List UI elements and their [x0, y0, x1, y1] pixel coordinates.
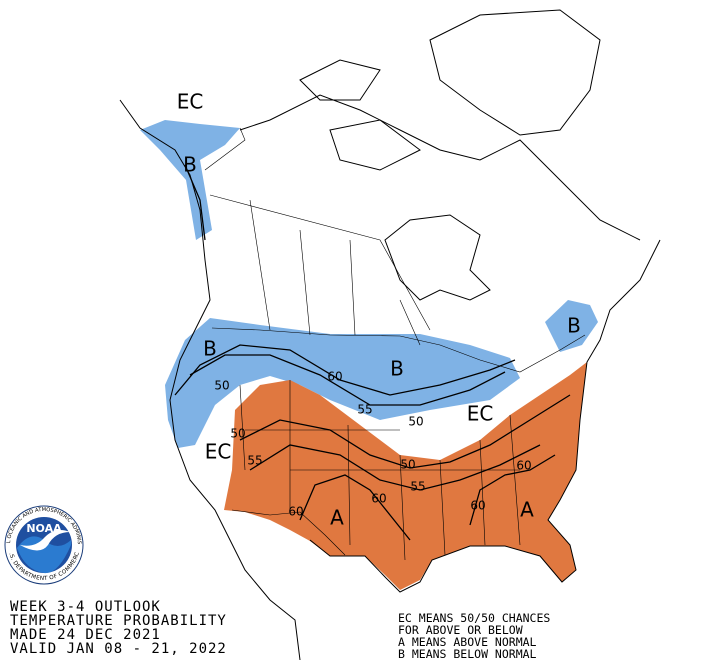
map-label: EC: [205, 440, 232, 464]
logo-bird: [20, 530, 70, 551]
legend-line: B MEANS BELOW NORMAL: [398, 647, 537, 661]
coastline-hudson: [384, 214, 491, 301]
legend-line: A MEANS ABOVE NORMAL: [398, 635, 537, 649]
map-label: EC: [177, 90, 204, 114]
contour-label: 60: [288, 505, 303, 519]
legend-line: FOR ABOVE OR BELOW: [398, 623, 523, 637]
logo-name: NOAA: [26, 522, 62, 535]
below-normal-alaska: [140, 120, 240, 240]
geography: [119, 9, 661, 661]
above-normal-south: [224, 362, 587, 590]
contour: [249, 444, 541, 491]
contour: [469, 454, 556, 526]
title-line: VALID JAN 08 - 21, 2022: [10, 641, 227, 657]
contour-label: 50: [230, 427, 245, 441]
map-label: EC: [467, 402, 494, 426]
contours: [174, 164, 571, 541]
map-label: B: [390, 357, 404, 381]
shaded-areas: [140, 120, 598, 590]
contour-label: 50: [214, 379, 229, 393]
below-normal-north: [165, 318, 520, 448]
coastline-south: [309, 239, 661, 593]
title-line: WEEK 3-4 OUTLOOK: [10, 599, 161, 615]
contour-label: 55: [410, 480, 425, 494]
contour-label: 60: [327, 370, 342, 384]
map-label: B: [203, 337, 217, 361]
contour-label: 55: [357, 403, 372, 417]
map-label: A: [330, 506, 344, 530]
title-block: WEEK 3-4 OUTLOOK TEMPERATURE PROBABILITY…: [10, 599, 227, 657]
contour: [239, 394, 571, 469]
legend-line: EC MEANS 50/50 CHANCES: [398, 611, 550, 625]
border-us-canada: [211, 327, 586, 373]
legend: EC MEANS 50/50 CHANCES FOR ABOVE OR BELO…: [398, 611, 550, 661]
coastline-islands: [299, 59, 421, 171]
contour: [299, 474, 411, 541]
contour-label: 60: [516, 459, 531, 473]
contour-label: 55: [247, 454, 262, 468]
coastline-greenland: [429, 9, 601, 136]
contour-label: 60: [371, 492, 386, 506]
coastline-arctic: [239, 94, 641, 241]
contour: [174, 344, 516, 396]
border-us-mexico: [231, 509, 346, 556]
map-label: B: [183, 153, 197, 177]
contour-label: 60: [470, 499, 485, 513]
map-label: B: [567, 314, 581, 338]
contour: [184, 164, 206, 241]
borders-provinces: [209, 194, 431, 346]
map-label: A: [520, 498, 534, 522]
contour-label: 50: [400, 458, 415, 472]
contour: [189, 354, 506, 406]
title-line: TEMPERATURE PROBABILITY: [10, 613, 227, 629]
contour-label: 50: [408, 415, 423, 429]
border-alaska: [204, 127, 246, 171]
below-normal-northeast: [545, 300, 598, 352]
title-line: MADE 24 DEC 2021: [10, 627, 161, 643]
